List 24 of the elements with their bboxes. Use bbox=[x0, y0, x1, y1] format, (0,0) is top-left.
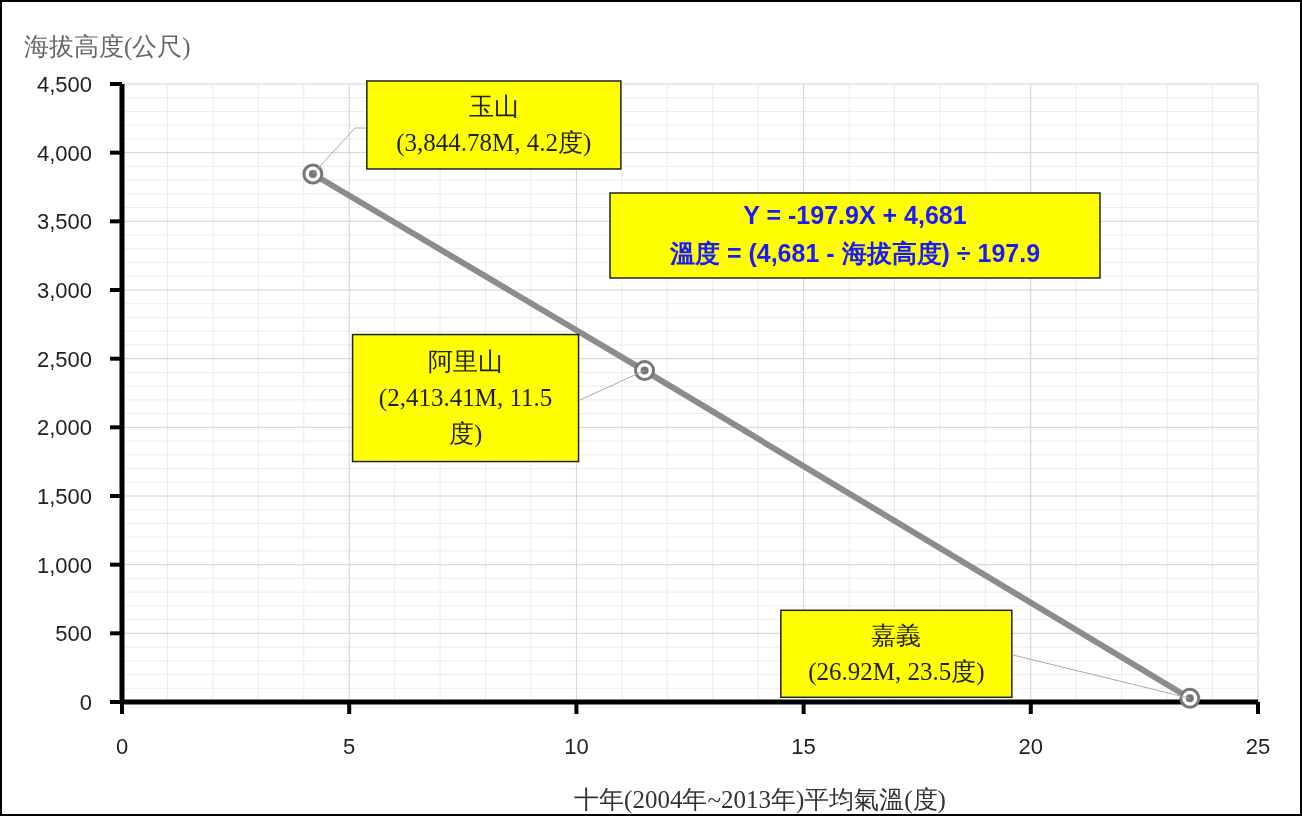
x-tick-label: 20 bbox=[1018, 734, 1044, 759]
annotation: 玉山 (3,844.78M, 4.2度) bbox=[396, 92, 592, 157]
x-axis-title: 十年(2004年~2013年)平均氣溫(度) bbox=[574, 786, 946, 814]
y-tick-label: 3,000 bbox=[36, 278, 92, 303]
annotation: 嘉義 (26.92M, 23.5度) bbox=[808, 621, 985, 686]
x-tick-label: 0 bbox=[115, 734, 129, 759]
y-tick-label: 0 bbox=[79, 690, 92, 715]
x-tick-label: 10 bbox=[564, 734, 589, 759]
y-tick-label: 1,500 bbox=[36, 484, 92, 509]
y-tick-label: 500 bbox=[55, 621, 92, 647]
y-tick-label: 2,000 bbox=[36, 415, 92, 441]
point bbox=[1179, 687, 1201, 709]
y-tick-label: 3,500 bbox=[36, 209, 92, 235]
x-tick-label: 5 bbox=[343, 734, 356, 759]
y-axis-title: 海拔高度(公尺) bbox=[24, 33, 191, 61]
y-tick-label: 2,500 bbox=[36, 346, 92, 372]
y-tick-label: 4,500 bbox=[36, 72, 92, 97]
annotation: Y = -197.9X + 4,681 溫度 = (4,681 - 海拔高度) ÷ 197.9 bbox=[668, 201, 1041, 267]
point bbox=[302, 163, 324, 185]
x-tick-label: 15 bbox=[791, 734, 816, 759]
y-tick-label: 1,000 bbox=[36, 552, 92, 578]
y-tick-label: 4,000 bbox=[36, 140, 92, 166]
x-tick-label: 25 bbox=[1245, 734, 1271, 759]
annotation: 阿里山 (2,413.41M, 11.5 度) bbox=[378, 348, 553, 449]
